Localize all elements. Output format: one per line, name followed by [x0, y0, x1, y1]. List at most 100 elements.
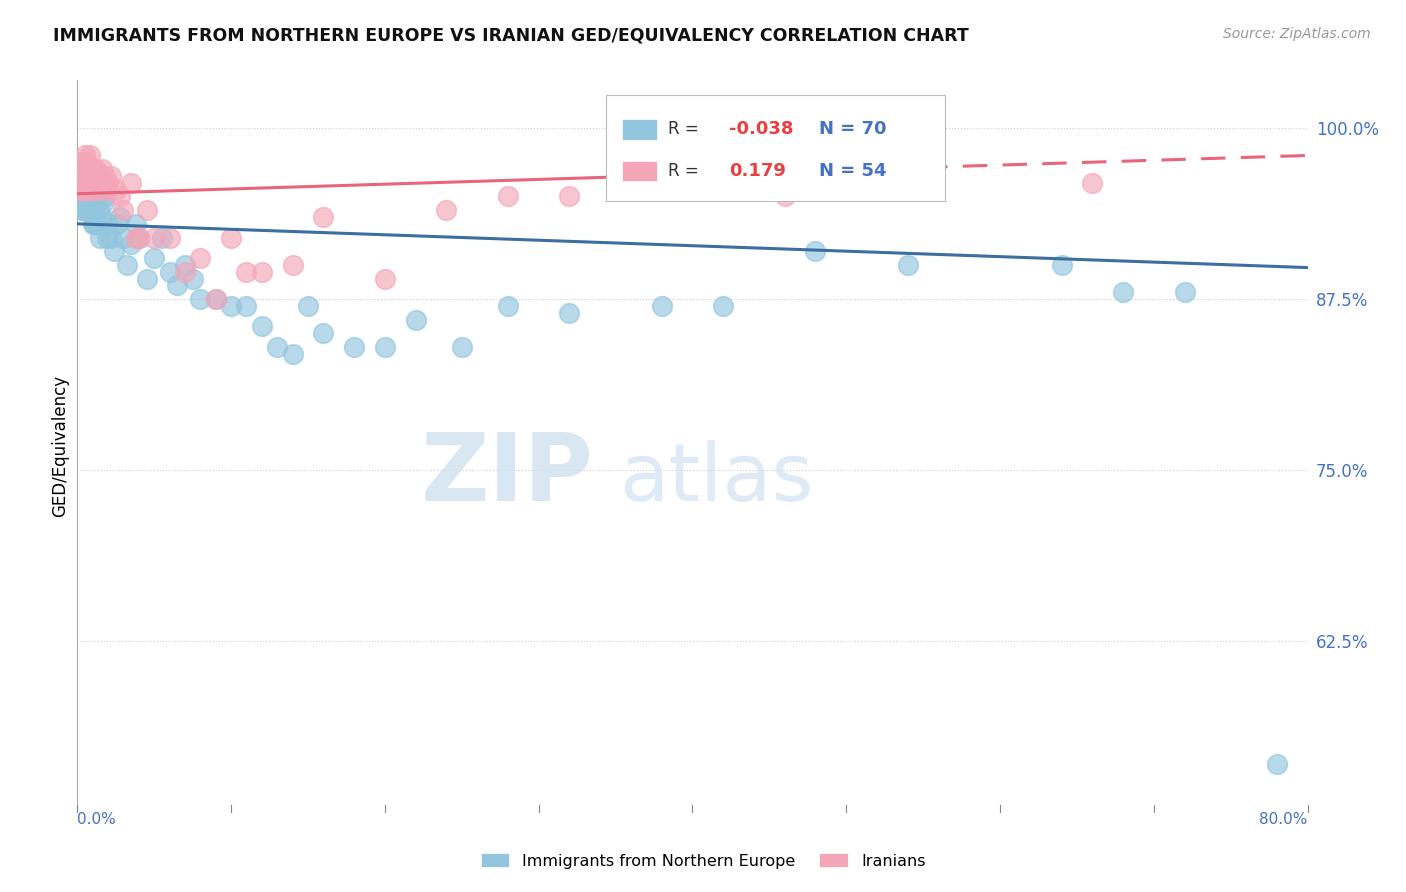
Point [93, 176, 115, 190]
Point [77, 162, 100, 177]
Point [77, 203, 100, 218]
Point [496, 299, 519, 313]
Point [174, 258, 197, 272]
Point [73, 148, 96, 162]
Text: Source: ZipAtlas.com: Source: ZipAtlas.com [1223, 27, 1371, 41]
Point [104, 183, 127, 197]
Point [496, 189, 519, 203]
Point [77, 189, 100, 203]
Point [281, 258, 304, 272]
Point [204, 292, 226, 306]
Point [82, 183, 104, 197]
Point [72, 155, 94, 169]
Point [87, 203, 110, 218]
Point [86, 176, 108, 190]
Point [82, 183, 104, 197]
Point [250, 319, 273, 334]
Point [558, 306, 581, 320]
Point [804, 244, 827, 259]
Point [69, 155, 91, 169]
Point [94, 169, 117, 183]
Point [125, 217, 148, 231]
Text: R =: R = [668, 162, 704, 180]
Point [80, 176, 103, 190]
Point [73, 176, 96, 190]
Point [1265, 756, 1288, 771]
Point [188, 251, 212, 265]
Point [86, 217, 108, 231]
FancyBboxPatch shape [606, 95, 945, 201]
Point [120, 237, 142, 252]
Point [897, 258, 920, 272]
Point [651, 299, 673, 313]
Point [112, 203, 135, 218]
Point [84, 162, 107, 177]
Point [897, 155, 920, 169]
Point [135, 271, 157, 285]
Point [72, 183, 94, 197]
Point [682, 183, 704, 197]
Text: R =: R = [668, 120, 704, 138]
Point [69, 162, 91, 177]
Point [235, 265, 257, 279]
Point [110, 189, 132, 203]
Legend: Immigrants from Northern Europe, Iranians: Immigrants from Northern Europe, Iranian… [474, 847, 932, 875]
Point [100, 169, 122, 183]
Point [87, 169, 110, 183]
Point [73, 203, 96, 218]
Text: atlas: atlas [619, 440, 813, 518]
Text: -0.038: -0.038 [730, 120, 794, 138]
Point [112, 230, 135, 244]
Point [450, 340, 472, 354]
Y-axis label: GED/Equivalency: GED/Equivalency [51, 375, 69, 517]
Point [120, 176, 142, 190]
FancyBboxPatch shape [623, 161, 657, 181]
Point [77, 183, 100, 197]
Point [76, 183, 98, 197]
Point [67, 162, 90, 177]
Point [73, 169, 96, 183]
Point [79, 169, 101, 183]
Point [374, 271, 396, 285]
Point [76, 183, 98, 197]
Point [97, 176, 120, 190]
Point [374, 340, 396, 354]
Point [80, 196, 103, 211]
Point [79, 203, 101, 218]
Point [281, 347, 304, 361]
Point [1174, 285, 1197, 300]
Point [86, 169, 108, 183]
Point [83, 217, 105, 231]
Point [159, 265, 181, 279]
Point [72, 203, 94, 218]
Point [96, 230, 118, 244]
Point [125, 230, 148, 244]
Point [82, 217, 104, 231]
Point [89, 183, 111, 197]
Point [436, 203, 458, 218]
Point [558, 189, 581, 203]
Point [219, 230, 242, 244]
Point [79, 148, 101, 162]
Point [83, 196, 105, 211]
Point [159, 230, 181, 244]
Point [72, 183, 94, 197]
Point [297, 299, 319, 313]
Point [166, 278, 188, 293]
Point [100, 230, 122, 244]
Point [83, 169, 105, 183]
Point [181, 271, 204, 285]
Point [405, 312, 427, 326]
Point [1112, 285, 1135, 300]
Point [103, 244, 125, 259]
Point [174, 265, 197, 279]
Point [69, 183, 91, 197]
Point [188, 292, 212, 306]
Point [110, 210, 132, 224]
Point [143, 251, 166, 265]
Text: N = 70: N = 70 [820, 120, 887, 138]
Point [97, 217, 120, 231]
Point [90, 162, 114, 177]
Point [219, 299, 242, 313]
Point [711, 299, 734, 313]
